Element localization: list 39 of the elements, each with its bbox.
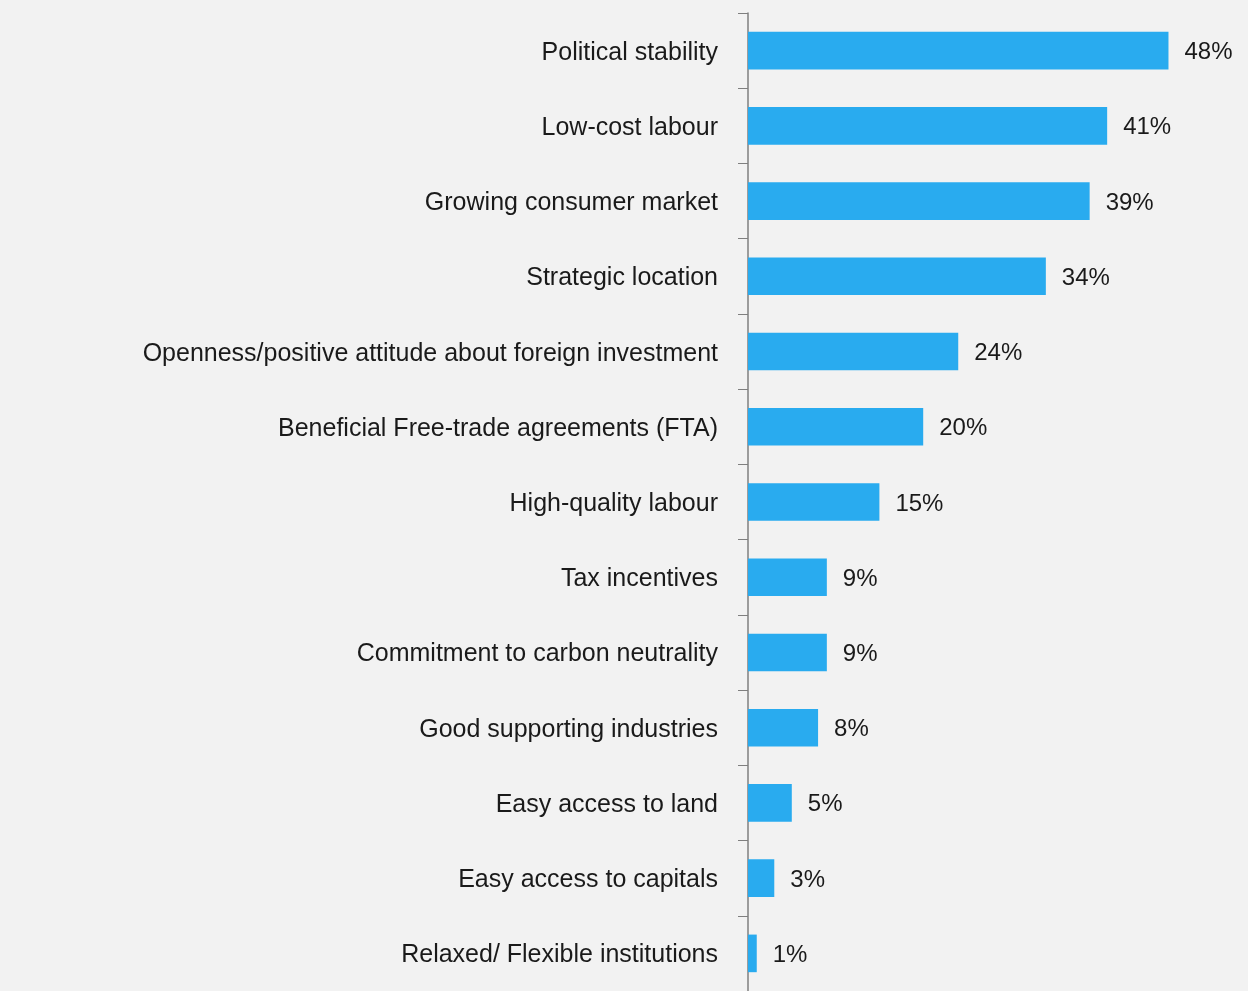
bar [748,784,792,822]
bar [748,31,1169,70]
bar [748,483,880,521]
y-tick-label: Beneficial Free-trade agreements (FTA) [278,412,718,441]
bar [748,257,1046,296]
bar [748,407,924,446]
y-tick-label: Openness/positive attitude about foreign investment [142,337,719,366]
bar [748,332,959,371]
bar [748,558,827,597]
data-label: 48% [1184,37,1233,65]
bar [748,708,819,747]
data-label: 8% [834,714,869,742]
data-label: 1% [772,939,808,967]
data-label: 5% [807,789,843,817]
y-tick-label: Relaxed/ Flexible institutions [401,939,718,968]
y-tick-label: Good supporting industries [419,713,718,742]
bar [748,934,757,973]
data-label: 9% [842,638,878,666]
data-label: 9% [842,563,878,591]
data-label: 3% [790,864,825,892]
y-tick-label: Political stability [541,36,719,65]
data-label: 34% [1061,262,1110,290]
data-label: 20% [939,413,988,441]
bar [748,107,1108,145]
bar [748,633,827,672]
data-label: 39% [1105,187,1154,215]
y-tick-label: Growing consumer market [424,187,719,216]
bar [748,859,775,897]
data-label: 41% [1123,112,1172,140]
y-tick-label: Strategic location [526,262,718,291]
y-tick-label: Low-cost labour [541,111,718,140]
y-tick-label: High-quality labour [509,488,718,516]
y-tick-label: Easy access to land [495,788,718,817]
y-tick-label: Easy access to capitals [458,864,718,893]
y-tick-label: Tax incentives [560,563,718,592]
y-tick-label: Commitment to carbon neutrality [356,638,719,667]
data-label: 24% [974,338,1023,366]
bar [748,182,1090,220]
data-label: 15% [895,488,944,516]
